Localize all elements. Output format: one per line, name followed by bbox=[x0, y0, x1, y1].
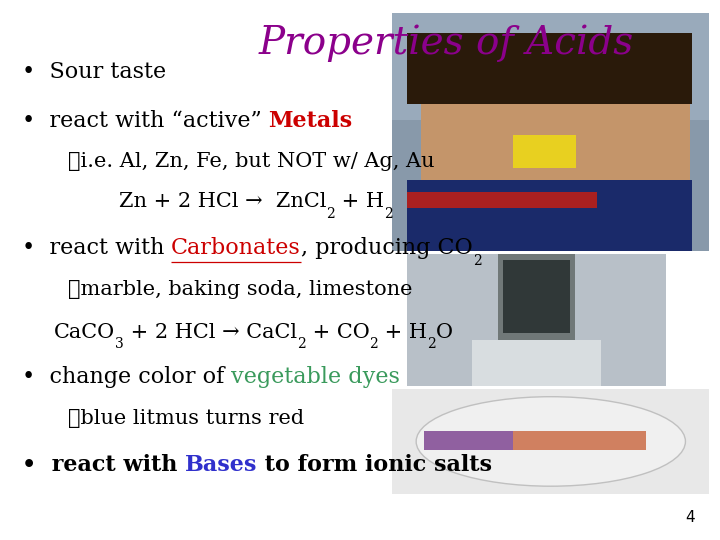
Bar bbox=[392, 14, 709, 120]
Text: 2: 2 bbox=[297, 338, 306, 352]
Text: Properties of Acids: Properties of Acids bbox=[258, 24, 634, 62]
Text: 2: 2 bbox=[326, 207, 335, 221]
Text: + CO: + CO bbox=[306, 322, 369, 341]
Bar bbox=[407, 32, 692, 104]
Text: O: O bbox=[436, 322, 453, 341]
Bar bbox=[503, 260, 570, 333]
Text: Metals: Metals bbox=[269, 110, 353, 132]
Text: Carbonates: Carbonates bbox=[171, 237, 301, 259]
Bar bbox=[392, 14, 709, 251]
Text: ✓marble, baking soda, limestone: ✓marble, baking soda, limestone bbox=[68, 280, 413, 299]
Bar bbox=[407, 180, 692, 251]
Text: 2: 2 bbox=[472, 254, 482, 268]
Text: , producing CO: , producing CO bbox=[301, 237, 472, 259]
Bar bbox=[513, 431, 646, 450]
Bar bbox=[424, 431, 513, 450]
Text: •  change color of: • change color of bbox=[22, 367, 231, 388]
Text: ✓i.e. Al, Zn, Fe, but NOT w/ Ag, Au: ✓i.e. Al, Zn, Fe, but NOT w/ Ag, Au bbox=[68, 152, 435, 171]
Bar bbox=[513, 134, 576, 168]
Text: ✓blue litmus turns red: ✓blue litmus turns red bbox=[68, 409, 305, 428]
Text: •  react with “active”: • react with “active” bbox=[22, 110, 269, 132]
Text: CaCO: CaCO bbox=[54, 322, 115, 341]
Bar bbox=[407, 254, 666, 386]
Text: 4: 4 bbox=[685, 510, 695, 525]
Text: 3: 3 bbox=[115, 338, 124, 352]
Text: •  react with: • react with bbox=[22, 237, 171, 259]
Text: •  react with: • react with bbox=[22, 454, 185, 476]
Text: + H: + H bbox=[335, 192, 384, 211]
Text: to form ionic salts: to form ionic salts bbox=[257, 454, 492, 476]
Bar bbox=[407, 192, 597, 208]
Text: + 2 HCl → CaCl: + 2 HCl → CaCl bbox=[124, 322, 297, 341]
Text: Bases: Bases bbox=[185, 454, 257, 476]
Text: •  Sour taste: • Sour taste bbox=[22, 62, 166, 83]
Text: Zn + 2 HCl →  ZnCl: Zn + 2 HCl → ZnCl bbox=[119, 192, 326, 211]
Text: 2: 2 bbox=[384, 207, 393, 221]
Text: 2: 2 bbox=[427, 338, 436, 352]
Bar bbox=[421, 49, 690, 215]
Text: vegetable dyes: vegetable dyes bbox=[231, 367, 400, 388]
Bar bbox=[392, 389, 709, 494]
Bar bbox=[472, 340, 601, 386]
Text: + H: + H bbox=[378, 322, 427, 341]
Bar bbox=[498, 254, 575, 386]
Text: 2: 2 bbox=[369, 338, 378, 352]
Ellipse shape bbox=[416, 397, 685, 486]
